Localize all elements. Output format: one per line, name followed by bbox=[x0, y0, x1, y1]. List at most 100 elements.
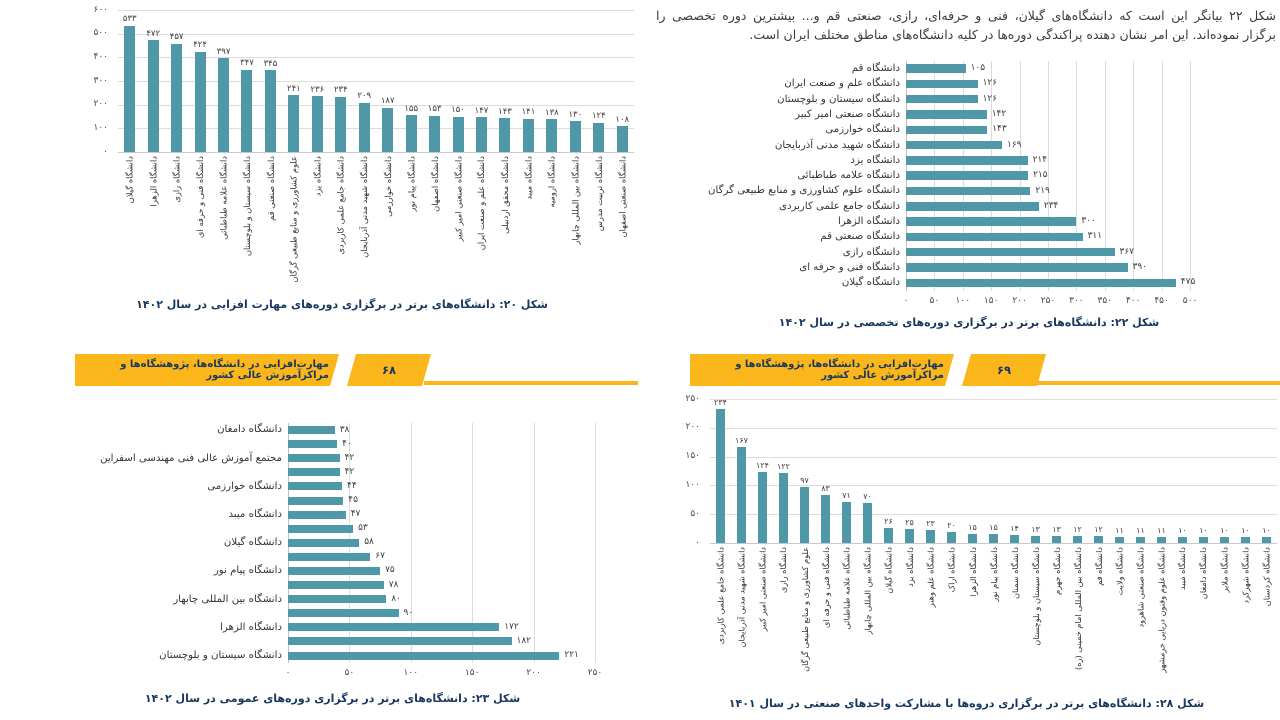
chart-row: ۴۲ bbox=[60, 465, 605, 479]
bar-value-label: ۱۸۷ bbox=[380, 96, 395, 107]
category-label: دانشگاه تربیت مدرس bbox=[593, 156, 604, 232]
bar-value-label: ۷۸ bbox=[388, 579, 399, 590]
bar-group: ۴۲۴ bbox=[188, 10, 211, 152]
bar-group: ۱۲ bbox=[1088, 399, 1109, 543]
bar bbox=[906, 247, 1115, 257]
bar-group: ۱۰۸ bbox=[611, 10, 634, 152]
category-label: دانشگاه بین المللی چابهار bbox=[173, 593, 282, 605]
bar-group: ۱۲۴ bbox=[587, 10, 610, 152]
category-cell: دانشگاه صنعتی شاهرود bbox=[1130, 547, 1151, 687]
category-cell: دانشگاه فنی و حرفه ای bbox=[815, 547, 836, 687]
bar bbox=[1031, 535, 1040, 543]
page-number: ۶۸ bbox=[381, 363, 397, 377]
bar-value-label: ۲۶ bbox=[884, 517, 893, 526]
category-cell: دانشگاه صنعتی قم bbox=[259, 156, 282, 289]
gridline bbox=[533, 423, 535, 663]
bar bbox=[906, 263, 1128, 272]
bar bbox=[429, 115, 441, 152]
category-label: دانشگاه میبد bbox=[228, 509, 282, 520]
chart-row: دانشگاه علوم کشاورزی و منابع طبیعی گرگان… bbox=[660, 183, 1278, 198]
category-cell: دانشگاه یزد bbox=[306, 156, 329, 289]
bar-value-label: ۱۰ bbox=[1262, 526, 1271, 536]
x-axis-tick-label: ۲۵۰ bbox=[1040, 295, 1056, 306]
paragraph-line: شکل ۲۲ بیانگر این است که دانشگاه‌های گیل… bbox=[656, 8, 1276, 23]
bar bbox=[1052, 535, 1061, 543]
bar-track: ۱۰۵ bbox=[906, 64, 1278, 73]
x-axis-tick-label: ۵۰ bbox=[929, 295, 940, 306]
category-label: دانشگاه سیستان و بلوچستان bbox=[242, 156, 252, 257]
category-cell: دانشگاه صنعتی امیر کبیر bbox=[752, 547, 773, 687]
category-cell: دانشگاه صنعتی امیر کبیر bbox=[446, 156, 469, 289]
category-label: مجتمع آموزش عالی فنی مهندسی اسفراین bbox=[100, 452, 282, 464]
bar-value-label: ۱۲ bbox=[1094, 525, 1103, 535]
chart-row: دانشگاه خوارزمی ۴۴ bbox=[60, 479, 605, 493]
category-cell: دانشگاه خوارزمی bbox=[376, 156, 399, 289]
category-cell: دانشگاه گیلان bbox=[878, 547, 899, 687]
bar bbox=[716, 409, 725, 543]
bar-group: ۱۴ bbox=[1004, 399, 1025, 543]
bar-value-label: ۱۳ bbox=[1031, 524, 1040, 534]
gridline bbox=[710, 456, 1277, 458]
bar-track: ۱۸۲ bbox=[288, 636, 605, 646]
bar-group: ۳۴۵ bbox=[259, 10, 282, 152]
category-label: دانشگاه صنعتی امیر کبیر bbox=[757, 547, 768, 632]
bar-value-label: ۷۵ bbox=[385, 565, 395, 576]
bar bbox=[546, 119, 558, 152]
bar-track: ۱۶۹ bbox=[906, 140, 1278, 150]
category-label: دانشگاه جامع علمی کاربردی bbox=[715, 547, 726, 645]
category-label: دانشگاه اراک bbox=[946, 547, 957, 593]
figure-23-caption: شکل ۲۳: دانشگاه‌های برتر در برگزاری دوره… bbox=[144, 692, 521, 705]
chart-row: ۴۵ bbox=[60, 493, 605, 507]
bar-group: ۱۰ bbox=[1214, 399, 1235, 543]
bar-track: ۳۸ bbox=[288, 425, 605, 435]
bar-track: ۴۴ bbox=[288, 481, 605, 491]
bar-value-label: ۳۰۰ bbox=[1081, 216, 1096, 227]
category-label: دانشگاه پیام نور bbox=[406, 156, 417, 212]
y-axis-tick-label: ۰ bbox=[103, 146, 108, 157]
chart-row: دانشگاه جامع علمی کاربردی ۲۳۴ bbox=[660, 199, 1278, 214]
gridline bbox=[595, 423, 596, 663]
bar bbox=[906, 64, 966, 73]
y-axis-tick-label: ۲۰۰ bbox=[685, 422, 700, 433]
category-cell: دانشگاه بین المللی چابهار bbox=[857, 547, 878, 687]
x-axis-tick-label: ۵۰ bbox=[344, 667, 355, 678]
category-label: علوم کشاورزی و منابع طبیعی گرگان bbox=[288, 156, 299, 283]
y-axis-tick-label: ۱۰۰ bbox=[93, 122, 108, 133]
bar-group: ۲۰۹ bbox=[353, 10, 376, 152]
gridline bbox=[1076, 61, 1078, 291]
figure-22-bar-chart: ۰ ۵۰ ۱۰۰ ۱۵۰ ۲۰۰ ۲۵۰ ۳۰۰ ۳۵۰ ۴۰۰ ۴۵۰ ۵۰۰ دانشگاه قم… bbox=[660, 61, 1278, 311]
category-label: دانشگاه رازی bbox=[171, 156, 182, 203]
bar-value-label: ۳۹۷ bbox=[216, 46, 231, 57]
bar-group: ۲۳۴ bbox=[329, 10, 352, 152]
gridline bbox=[118, 57, 634, 59]
bar-group: ۱۳ bbox=[1025, 399, 1046, 543]
category-label: دانشگاه علم وهنر bbox=[925, 547, 936, 608]
bar bbox=[288, 482, 342, 491]
bar-value-label: ۱۰۵ bbox=[970, 63, 986, 74]
bar-track: ۱۷۲ bbox=[288, 622, 605, 632]
category-label: دانشگاه ارومیه bbox=[546, 156, 557, 208]
bar-group: ۱۰ bbox=[1172, 399, 1193, 543]
bar-value-label: ۴۲۴ bbox=[193, 40, 207, 51]
bar-track: ۶۷ bbox=[288, 552, 605, 561]
bar-track: ۹۰ bbox=[288, 608, 605, 618]
bar bbox=[906, 94, 978, 104]
bar bbox=[358, 102, 370, 152]
body-paragraph: شکل ۲۲ بیانگر این است که دانشگاه‌های گیل… bbox=[656, 6, 1276, 44]
bar bbox=[1262, 537, 1271, 543]
category-cell: دانشگاه سمنان bbox=[1004, 547, 1025, 687]
bar-track: ۲۳۴ bbox=[906, 201, 1278, 211]
bar-value-label: ۴۰ bbox=[342, 438, 352, 449]
category-label: دانشگاه جامع علمی کاربردی bbox=[335, 156, 346, 255]
bar-value-label: ۱۴۲ bbox=[991, 109, 1007, 120]
page-footer-left: مهارت‌افزایی در دانشگاه‌ها، پژوهشگاه‌ها … bbox=[0, 354, 640, 386]
bar bbox=[476, 117, 488, 152]
category-label: دانشگاه رازی bbox=[778, 547, 789, 594]
bar bbox=[737, 446, 746, 543]
category-label: دانشگاه الزهرا bbox=[220, 621, 282, 633]
category-label: دانشگاه صنعتی امیر کبیر bbox=[795, 108, 900, 120]
gridline bbox=[1048, 61, 1049, 291]
bar-value-label: ۵۳ bbox=[358, 523, 368, 534]
category-label: دانشگاه دامغان bbox=[217, 424, 282, 436]
bar bbox=[569, 121, 581, 152]
